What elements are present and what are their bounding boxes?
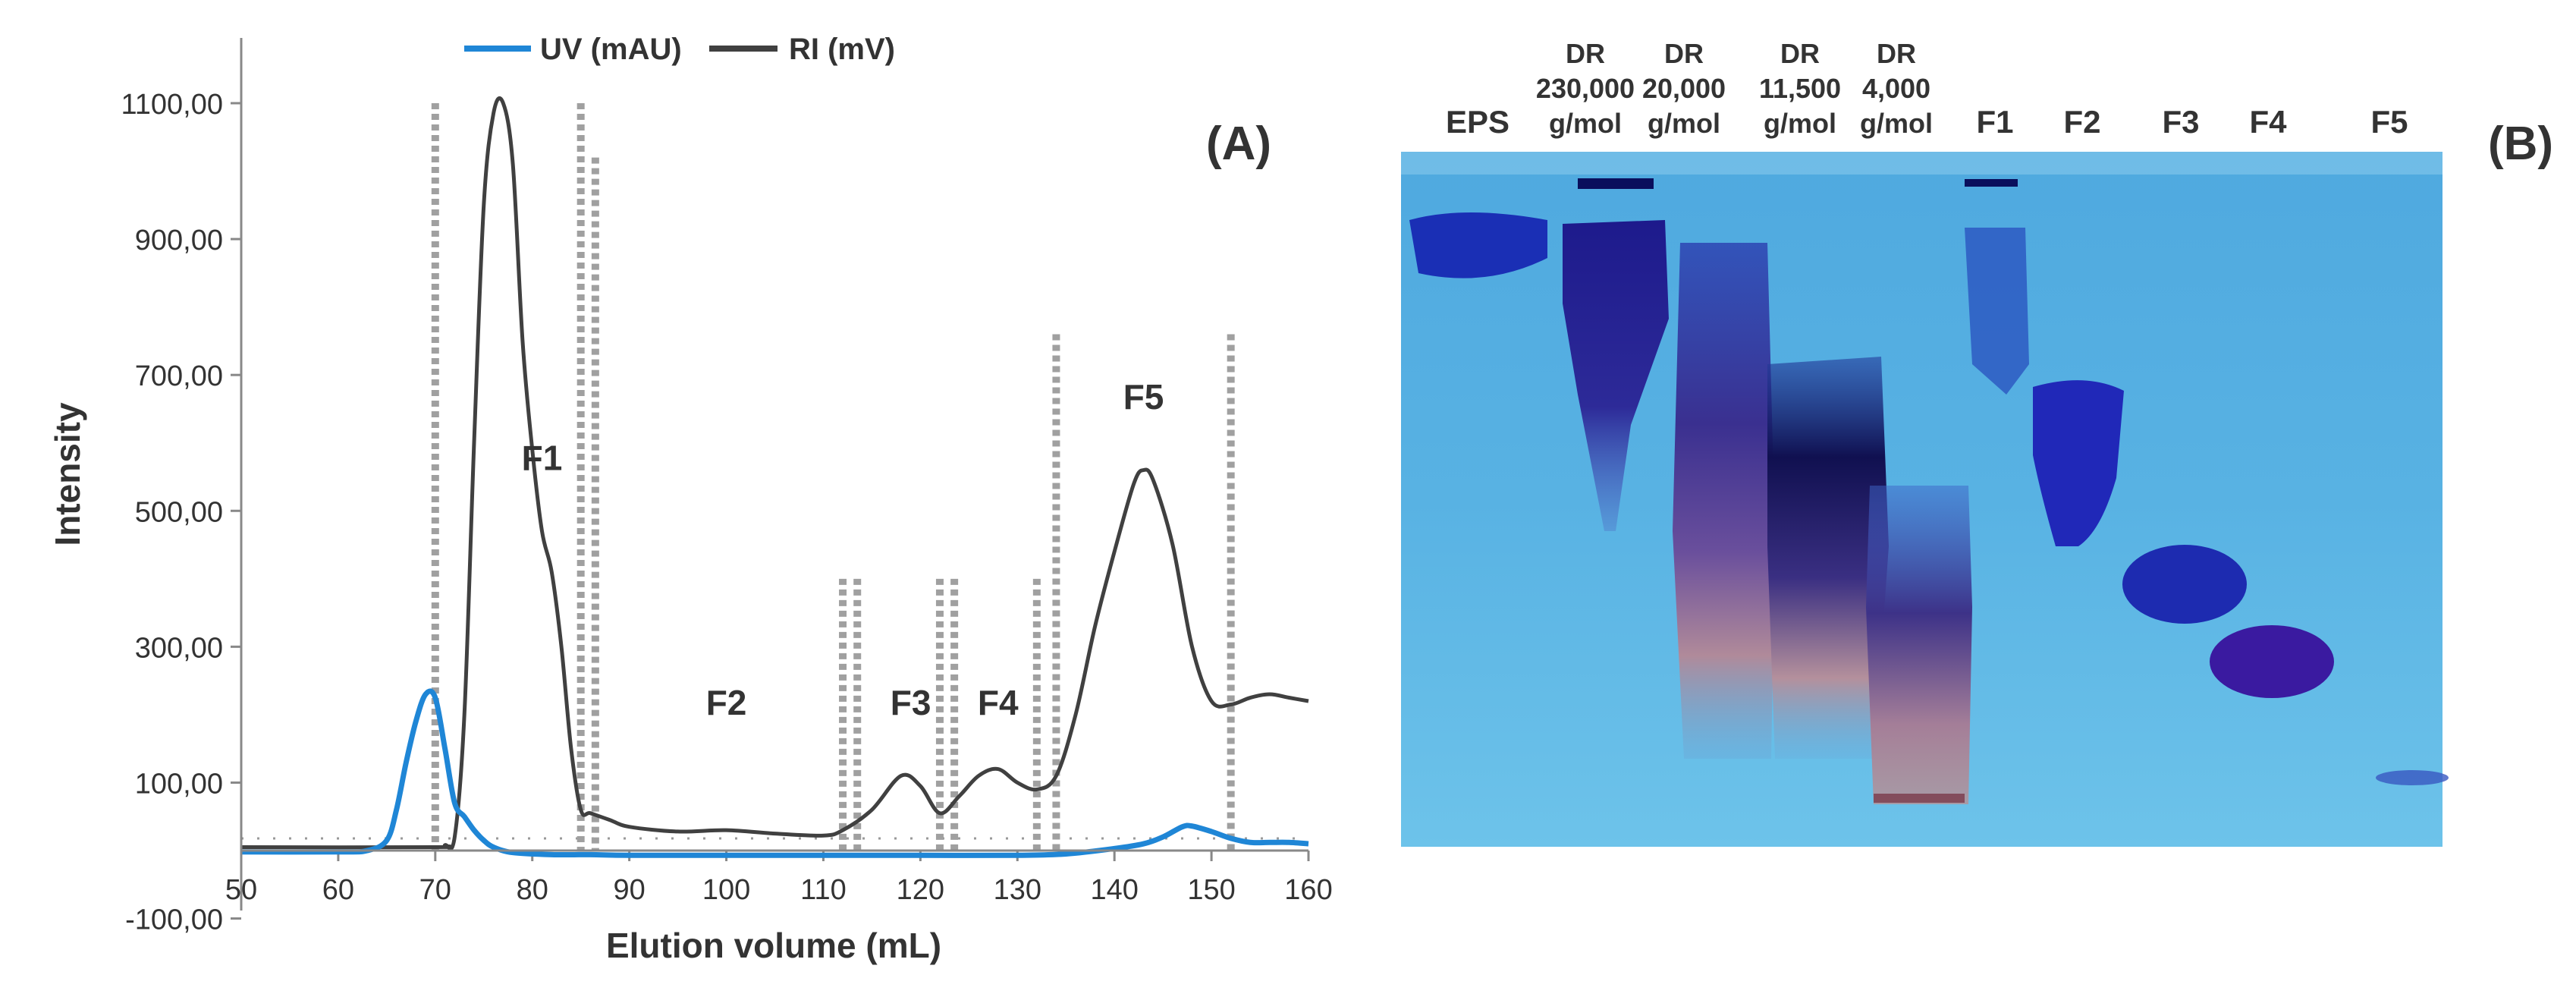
gel-lane-f5 [2376, 770, 2449, 785]
annotation-f5: F5 [1123, 377, 1164, 417]
gel-lane-label: g/mol [1648, 108, 1720, 139]
panel-label-b: (B) [2488, 118, 2553, 170]
gel-lane-label: F3 [2162, 104, 2199, 140]
y-tick-label: 100,00 [135, 768, 223, 800]
annotation-f3: F3 [891, 683, 931, 722]
x-tick-label: 90 [613, 874, 645, 906]
gel-lane-label: g/mol [1764, 108, 1836, 139]
gel-lane-label: g/mol [1860, 108, 1933, 139]
y-tick-label: -100,00 [125, 904, 223, 936]
legend: UV (mAU) RI (mV) [464, 33, 895, 66]
legend-uv-label: UV (mAU) [540, 33, 682, 66]
x-tick-label: 150 [1187, 874, 1235, 906]
gel-lane-labels: EPS DR 230,000 g/mol DR 20,000 g/mol DR 11,500 g/… [1446, 38, 2408, 140]
annotation-f1: F1 [522, 439, 563, 478]
x-tick-label: 160 [1284, 874, 1332, 906]
x-tick-label: 140 [1090, 874, 1138, 906]
gel-lane-label: F2 [2063, 104, 2100, 140]
gel-lane-label: F4 [2249, 104, 2287, 140]
gel-lane-label: g/mol [1549, 108, 1622, 139]
gel-lane-dr11500 [1767, 357, 1889, 759]
gel-lane-label: DR [1877, 38, 1916, 69]
gel-lane-label: DR [1780, 38, 1820, 69]
series-uv-line [240, 688, 1309, 858]
gel-lane-dr4000-band [1874, 794, 1965, 803]
x-tick-label: 60 [322, 874, 354, 906]
y-axis-title: Intensity [48, 402, 87, 546]
x-axis-title: Elution volume (mL) [606, 926, 941, 965]
gel-lane-label: EPS [1446, 104, 1509, 140]
fraction-annotations: F1 F2 F3 F4 F5 [522, 377, 1164, 722]
gel-lane-f2 [2033, 380, 2124, 546]
annotation-f4: F4 [978, 683, 1019, 722]
y-tick-label: 300,00 [135, 632, 223, 664]
gel-lane-dr20000 [1673, 243, 1775, 759]
x-tick-label: 70 [419, 874, 451, 906]
gel-lane-dr230000-top [1578, 178, 1654, 189]
gel-lane-label: DR [1566, 38, 1605, 69]
y-tick-label: 1100,00 [121, 89, 223, 121]
annotation-f2: F2 [706, 683, 747, 722]
gel-lane-dr230000 [1563, 220, 1669, 531]
gel-lane-f3 [2122, 545, 2247, 624]
gel-lane-f1 [1965, 228, 2029, 395]
x-tick-label: 130 [994, 874, 1041, 906]
gel-lane-label: F1 [1976, 104, 2013, 140]
gel-lane-label: 230,000 [1536, 73, 1635, 104]
y-tick-label: 700,00 [135, 360, 223, 392]
x-tick-label: 80 [517, 874, 548, 906]
gel-lane-label: F5 [2370, 104, 2408, 140]
gel-lane-f1-top [1965, 179, 2018, 187]
gel-lane-dr4000 [1866, 486, 1972, 804]
gel-lane-label: 20,000 [1642, 73, 1726, 104]
y-tick-label: 500,00 [135, 496, 223, 528]
y-axis-ticks: -100,00 100,00 300,00 500,00 700,00 900,00 110… [121, 89, 241, 936]
legend-ri-label: RI (mV) [789, 33, 895, 66]
x-tick-label: 120 [897, 874, 944, 906]
gel-lane-label: DR [1664, 38, 1704, 69]
y-tick-label: 900,00 [135, 225, 223, 256]
x-tick-label: 110 [800, 874, 847, 906]
panel-label-a: (A) [1206, 118, 1271, 170]
gel-lane-label: 4,000 [1862, 73, 1930, 104]
gel-lane-f4 [2210, 625, 2334, 698]
x-tick-label: 100 [702, 874, 750, 906]
fraction-boundaries [431, 103, 1235, 851]
series-ri-line [240, 96, 1309, 851]
gel-lane-label: 11,500 [1759, 73, 1841, 104]
gel-well-row [1401, 152, 2442, 175]
series-lines [240, 96, 1309, 858]
gel-lane-eps [1409, 212, 1547, 278]
